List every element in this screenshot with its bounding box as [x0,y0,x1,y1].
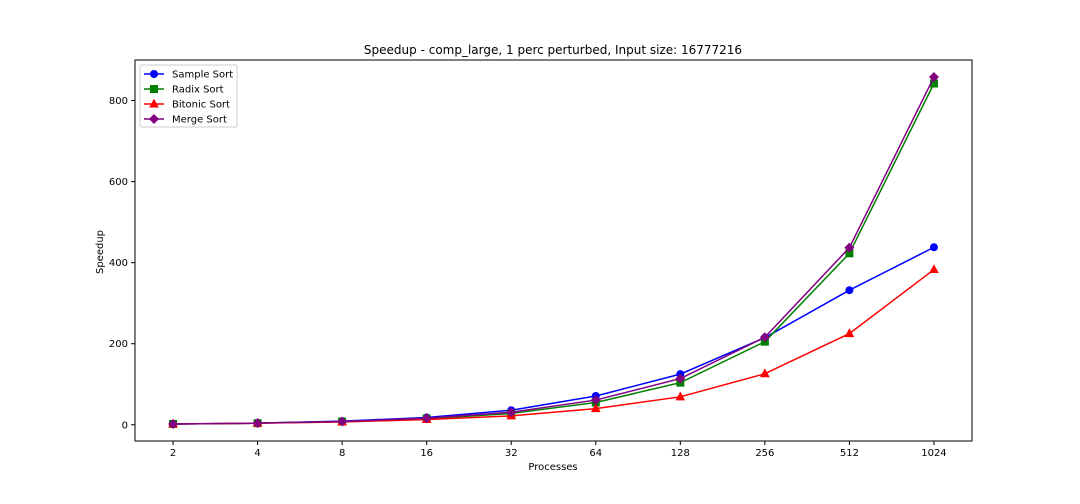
legend-label: Merge Sort [172,115,227,126]
x-tick-label: 64 [589,448,602,459]
legend: Sample Sort Radix Sort Bitonic Sort Merge S… [140,65,237,127]
y-tick-label: 600 [109,177,128,188]
y-tick-label: 0 [122,420,128,431]
legend-marker [151,86,158,93]
data-point-sample-sort [846,287,853,294]
y-tick-label: 800 [109,96,128,107]
x-axis: 2 4 8 16 32 64 128 256 512 1024 [170,441,947,459]
y-tick-label: 200 [109,339,128,350]
legend-label: Sample Sort [172,70,233,81]
y-axis: 0 200 400 600 800 [109,96,135,431]
x-tick-label: 128 [671,448,690,459]
x-tick-label: 8 [339,448,345,459]
y-tick-label: 400 [109,258,128,269]
legend-marker [151,71,158,78]
x-tick-label: 16 [420,448,433,459]
legend-label: Radix Sort [172,85,224,96]
legend-label: Bitonic Sort [172,100,230,111]
x-tick-label: 2 [170,448,176,459]
x-tick-label: 1024 [921,448,946,459]
x-tick-label: 32 [505,448,518,459]
data-point-sample-sort [930,244,937,251]
chart-title: Speedup - comp_large, 1 perc perturbed, … [364,43,742,57]
x-tick-label: 512 [840,448,859,459]
x-tick-label: 4 [254,448,260,459]
y-axis-label: Speedup [95,230,106,274]
x-tick-label: 256 [755,448,774,459]
x-axis-label: Processes [528,462,577,473]
